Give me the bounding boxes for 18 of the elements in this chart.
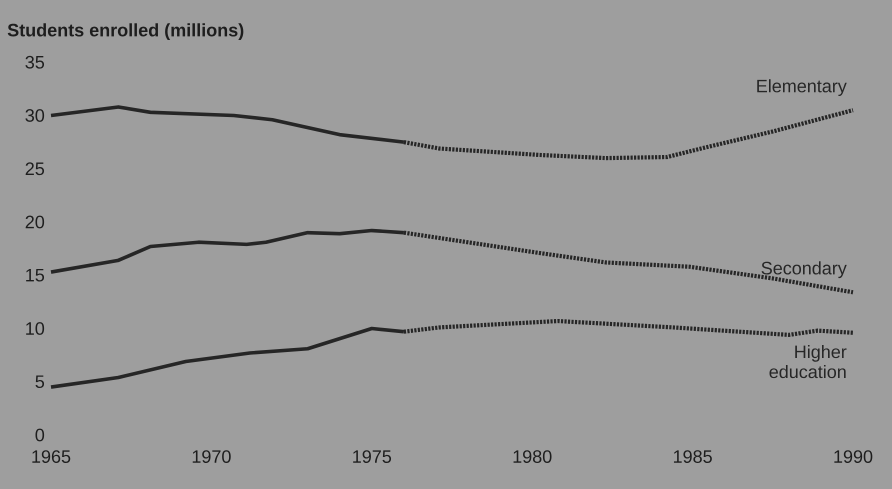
- x-tick-label: 1990: [834, 450, 872, 463]
- series-label: Secondary: [762, 261, 847, 278]
- x-tick-label: 1970: [192, 450, 231, 463]
- x-tick-label: 1980: [514, 450, 552, 463]
- y-tick-label: 25: [26, 162, 44, 176]
- y-tick-label: 30: [25, 109, 44, 122]
- y-tick-label: 15: [26, 268, 44, 282]
- series-label: Higher education: [770, 344, 846, 378]
- y-axis-title: Students enrolled (millions): [8, 23, 244, 40]
- y-tick-label: 10: [26, 322, 44, 335]
- x-tick-label: 1965: [32, 450, 70, 463]
- x-tick-label: 1985: [674, 450, 712, 463]
- x-tick-label: 1975: [353, 450, 392, 463]
- y-tick-label: 20: [26, 216, 44, 228]
- series-label: Elementary: [757, 79, 847, 96]
- y-tick-label: 5: [36, 375, 44, 388]
- y-tick-label: 35: [25, 56, 44, 69]
- y-tick-label: 0: [35, 428, 44, 442]
